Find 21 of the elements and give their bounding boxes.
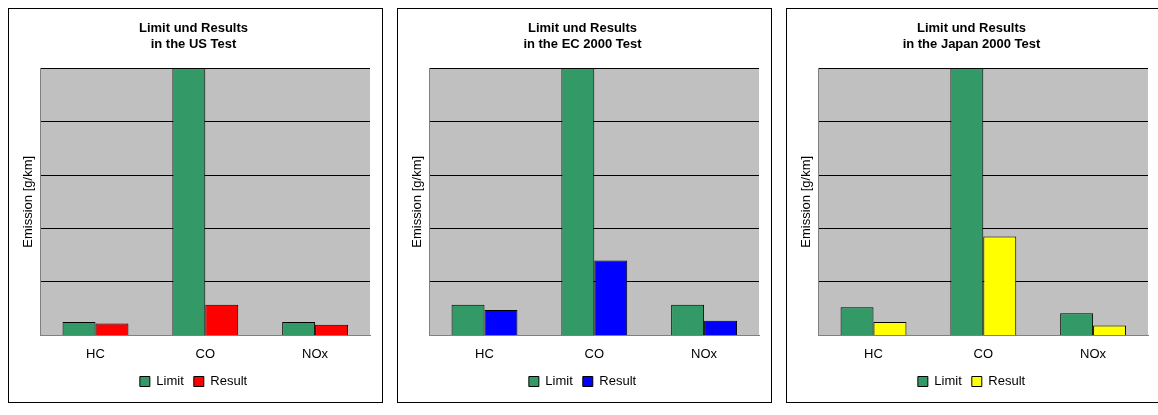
x-tick-label: CO [195,345,216,361]
legend-label: Limit [545,373,574,389]
x-tick-label: CO [584,345,605,361]
chart-title: Limit und Results in the US Test [138,20,249,51]
x-tick-label: HC [86,345,105,361]
y-axis-title: Emission [g/km] [798,155,814,248]
legend-label: Result [599,373,637,389]
x-tick-label: HC [475,345,494,361]
x-tick-label: HC [864,345,883,361]
x-tick-label: CO [973,345,994,361]
x-tick-label: NOx [302,345,329,361]
legend-label: Result [988,373,1026,389]
x-tick-label: NOx [1080,345,1107,361]
x-tick-label: NOx [691,345,718,361]
y-axis-title: Emission [g/km] [20,155,36,248]
y-axis-title: Emission [g/km] [409,155,425,248]
legend-label: Limit [934,373,963,389]
legend-label: Limit [156,373,185,389]
legend-label: Result [210,373,248,389]
chart-title: Limit und Results in the EC 2000 Test [523,20,643,51]
chart-title: Limit und Results in the Japan 2000 Test [902,20,1042,51]
